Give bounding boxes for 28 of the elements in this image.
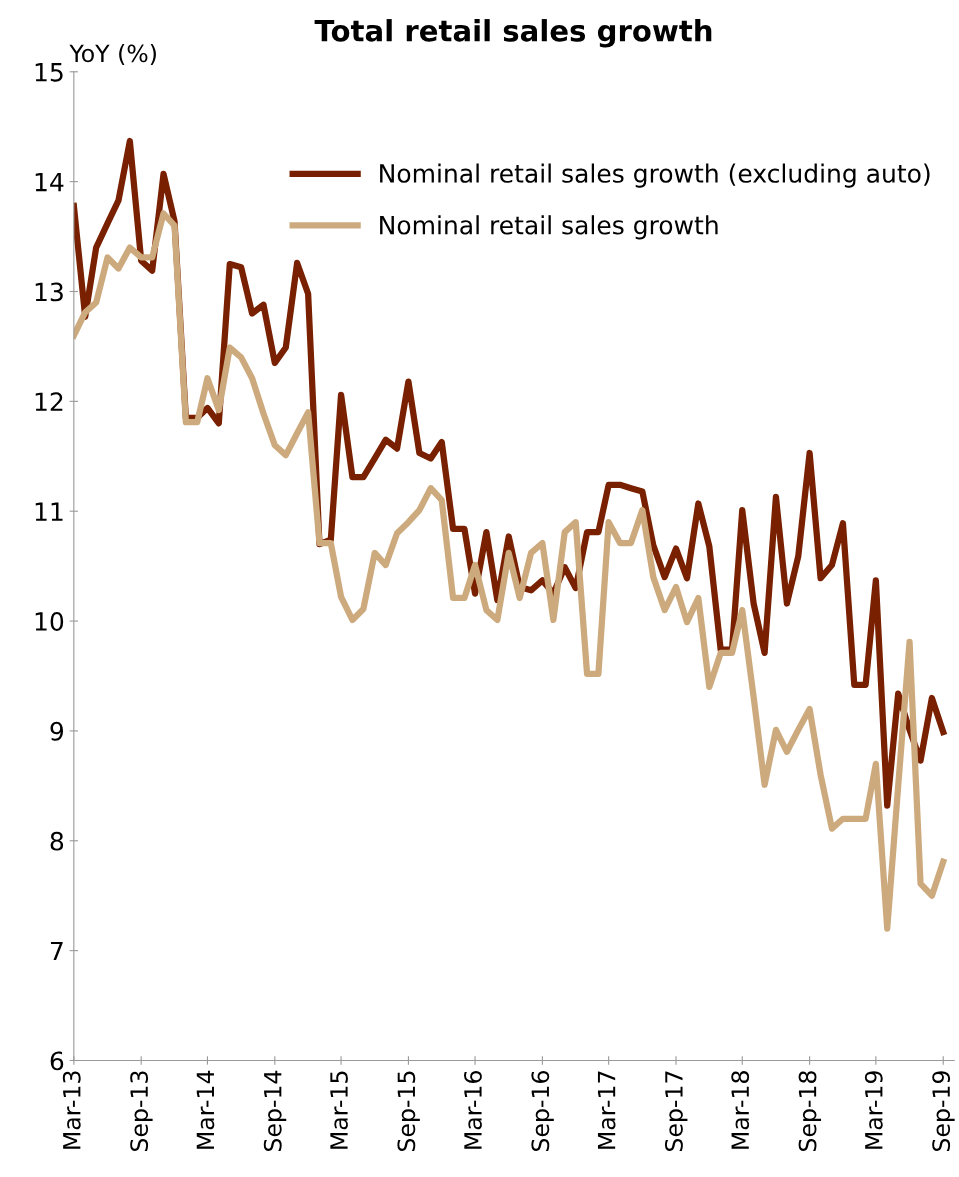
legend-label: Nominal retail sales growth (excluding auto) — [380, 163, 930, 188]
x-tick-label: Sep-13 — [130, 1071, 153, 1152]
y-tick-label: 12 — [35, 392, 63, 411]
y-tick-label: 7 — [50, 941, 63, 961]
x-tick-label: Mar-17 — [597, 1071, 616, 1149]
x-tick-label: Sep-15 — [397, 1071, 420, 1152]
y-tick-label: 10 — [35, 612, 64, 631]
x-tick-label: Mar-19 — [864, 1071, 883, 1149]
x-tick-label: Mar-16 — [464, 1070, 482, 1149]
y-tick-label: 14 — [35, 172, 64, 192]
y-tick-label: 9 — [50, 721, 64, 741]
chart-title: Total retail sales growth — [314, 19, 712, 48]
y-tick-label: 6 — [50, 1051, 64, 1071]
y-axis-title: YoY (%) — [69, 44, 156, 66]
x-tick-label: Mar-15 — [330, 1071, 348, 1149]
x-tick-label: Sep-18 — [798, 1071, 822, 1152]
x-tick-label: Sep-19 — [932, 1071, 955, 1152]
x-tick-label: Mar-14 — [196, 1070, 215, 1149]
x-tick-label: Sep-14 — [263, 1070, 287, 1152]
y-tick-label: 15 — [35, 63, 63, 82]
legend-label: Nominal retail sales growth — [380, 215, 718, 240]
x-tick-label: Sep-17 — [664, 1071, 688, 1152]
y-tick-label: 11 — [35, 502, 63, 521]
x-tick-label: Mar-13 — [62, 1071, 81, 1149]
x-tick-label: Sep-16 — [531, 1071, 554, 1152]
x-tick-label: Mar-18 — [731, 1071, 750, 1149]
y-tick-label: 8 — [50, 831, 64, 851]
y-tick-label: 13 — [35, 282, 63, 302]
